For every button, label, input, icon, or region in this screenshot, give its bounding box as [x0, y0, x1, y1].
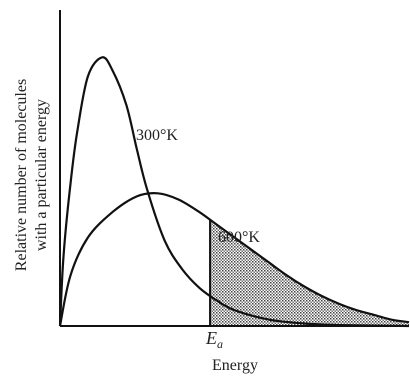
series-label-300k: 300°K [136, 127, 178, 144]
curve-300k [58, 56, 410, 328]
x-axis-label: Energy [212, 357, 258, 374]
y-axis-label-line2: with a particular energy [33, 99, 50, 251]
series-label-600k: 600°K [218, 229, 260, 246]
threshold-label: Ea [205, 328, 223, 351]
threshold-label-subscript: a [217, 337, 223, 351]
curve-600k [58, 192, 410, 327]
threshold-label-main: E [205, 328, 217, 348]
shaded-region-above-threshold [210, 219, 409, 326]
y-axis-label-line1: Relative number of molecules [13, 79, 30, 271]
